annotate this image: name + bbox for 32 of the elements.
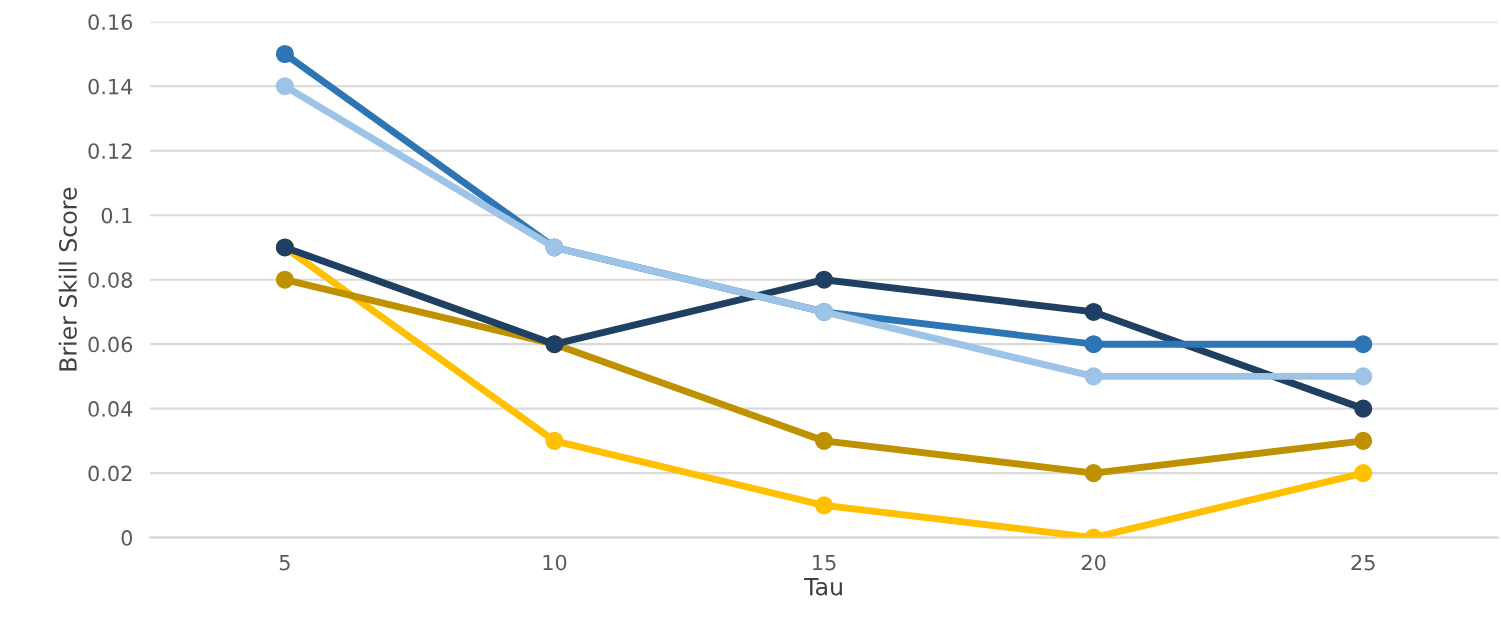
point [1354,367,1373,386]
x-tick-label: 15 [813,554,836,571]
point [1084,335,1103,354]
point [275,270,294,289]
x-tick-label: 25 [1351,554,1375,571]
point [815,496,834,515]
point [545,431,564,450]
y-tick-label: 0 [121,530,133,546]
point [1354,464,1373,483]
y-tick-label: 0.08 [88,272,133,288]
x-tick-label: 10 [543,554,567,571]
point [815,431,834,450]
y-tick-label: 0.16 [88,14,133,30]
y-tick-label: 0.02 [88,465,132,482]
x-axis-title: Tau [804,577,842,596]
y-tick-label: 0.04 [88,401,133,417]
x-tick-label: 5 [279,554,290,571]
point [275,77,294,96]
point [1354,399,1373,418]
point [815,270,834,289]
y-tick-label: 0.12 [88,143,132,159]
point [1084,302,1103,321]
point [1354,335,1373,354]
point [1354,431,1373,450]
point [1084,367,1103,386]
y-tick-label: 0.1 [101,207,132,224]
x-tick-label: 20 [1081,554,1106,571]
point [275,44,294,64]
y-axis-title: Brier Skill Score [58,187,77,371]
y-tick-label: 0.14 [88,78,133,95]
y-tick-label: 0.06 [88,336,133,353]
point [1084,464,1103,483]
